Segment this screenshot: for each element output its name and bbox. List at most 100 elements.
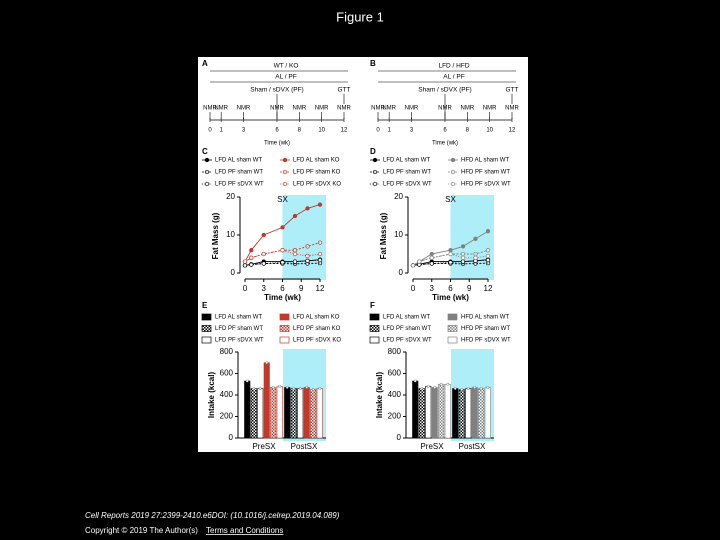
data-point	[292, 248, 298, 253]
legend-label: LFD AL sham WT	[215, 315, 262, 321]
panel-label: A	[202, 59, 208, 68]
bar-point	[420, 387, 424, 390]
surgery-label: Sham / sDVX (PF)	[418, 87, 471, 94]
y-tick-label: 800	[220, 347, 234, 356]
legend-label: HFD AL sham WT	[461, 158, 509, 164]
x-tick-label: 3	[430, 284, 435, 293]
legend-marker	[204, 181, 210, 187]
bar	[425, 386, 432, 439]
bar	[471, 387, 478, 439]
bar	[444, 383, 451, 439]
data-point	[448, 260, 453, 265]
test-label: GTT	[506, 87, 519, 94]
terms-link[interactable]: Terms and Conditions	[206, 526, 283, 535]
citation: Cell Reports 2019 27:2399-2410.e6DOI: (1…	[85, 511, 340, 520]
data-point	[485, 253, 491, 259]
y-tick-label: 20	[226, 192, 235, 201]
data-point	[473, 251, 478, 257]
y-tick-label: 20	[394, 192, 403, 201]
legend-label: LFD PF sham WT	[215, 326, 263, 332]
bar-point	[486, 386, 490, 389]
x-tick-label: 6	[275, 128, 279, 134]
x-tick-label: 8	[466, 128, 470, 134]
data-point	[448, 251, 453, 257]
bar	[284, 387, 291, 439]
bar	[412, 380, 419, 439]
legend-label: LFD PF sDVX WT	[383, 182, 432, 188]
data-point	[317, 202, 323, 207]
legend-marker	[282, 157, 288, 163]
bar	[297, 388, 304, 439]
data-point	[417, 259, 422, 264]
x-tick-label: 0	[243, 284, 248, 293]
data-point	[305, 206, 310, 211]
y-tick-label: 0	[399, 268, 404, 277]
legend-marker	[204, 157, 210, 163]
group-label: WT / KO	[274, 63, 299, 70]
data-point	[249, 248, 254, 253]
legend-swatch	[369, 313, 380, 321]
bar	[290, 388, 297, 439]
y-tick-label: 400	[220, 390, 234, 399]
panel-label: C	[202, 147, 208, 156]
y-axis-label: Fat Mass (g)	[211, 212, 220, 259]
legend-label: LFD AL sham KO	[293, 158, 340, 164]
legend-swatch	[279, 313, 290, 321]
x-tick-label: 3	[410, 128, 414, 134]
x-tick-label: 0	[376, 128, 380, 134]
data-point	[473, 236, 478, 241]
x-tick-label: PreSX	[420, 442, 444, 451]
legend-swatch	[201, 313, 212, 321]
bar-point	[292, 387, 296, 390]
x-axis-label: Time (wk)	[432, 293, 469, 302]
data-point	[485, 248, 491, 253]
bar-point	[473, 386, 477, 389]
bar-point	[305, 386, 309, 389]
test-label: GTT	[338, 87, 351, 94]
bar	[263, 362, 270, 439]
legend-label: LFD PF sDVX WT	[383, 338, 432, 344]
legend-label: LFD PF sham WT	[215, 170, 263, 176]
x-tick-label: 12	[484, 284, 493, 293]
data-point	[429, 251, 434, 257]
data-point	[292, 259, 298, 264]
x-tick-label: 8	[298, 128, 302, 134]
bar-point	[453, 387, 457, 390]
data-point	[460, 259, 466, 264]
x-tick-label: 3	[262, 284, 267, 293]
data-point	[448, 248, 453, 253]
bar	[484, 387, 491, 439]
x-tick-label: PostSX	[291, 442, 318, 451]
legend-label: HFD AL sham WT	[461, 315, 509, 321]
y-axis-label: Fat Mass (g)	[379, 212, 388, 259]
copyright: Copyright © 2019 The Author(s)	[85, 526, 198, 535]
panel-label: D	[370, 147, 376, 156]
legend-label: LFD AL sham WT	[383, 315, 430, 321]
legend-swatch	[201, 336, 212, 344]
data-point	[429, 261, 434, 266]
legend-label: LFD AL sham WT	[383, 158, 430, 164]
bar	[244, 380, 251, 439]
x-tick-label: 6	[443, 128, 447, 134]
panel-label: E	[202, 301, 208, 310]
data-point	[410, 263, 416, 268]
legend-swatch	[369, 325, 380, 332]
event-label: NMR	[371, 106, 385, 112]
legend-marker	[372, 181, 378, 187]
legend-marker	[204, 169, 210, 175]
x-tick-label: 6	[280, 284, 285, 293]
annotation: SX	[445, 195, 456, 204]
bar	[452, 388, 459, 439]
bar	[310, 389, 317, 439]
bar-point	[252, 387, 256, 390]
slide-title: Figure 1	[336, 9, 384, 24]
data-point	[317, 257, 323, 263]
legend-marker	[372, 169, 378, 175]
x-tick-label: 12	[509, 128, 516, 134]
legend-label: LFD PF sDVX KO	[293, 338, 341, 344]
y-tick-label: 200	[388, 412, 402, 421]
legend-swatch	[369, 336, 380, 344]
data-point	[261, 232, 266, 238]
event-label: NMR	[460, 106, 474, 112]
